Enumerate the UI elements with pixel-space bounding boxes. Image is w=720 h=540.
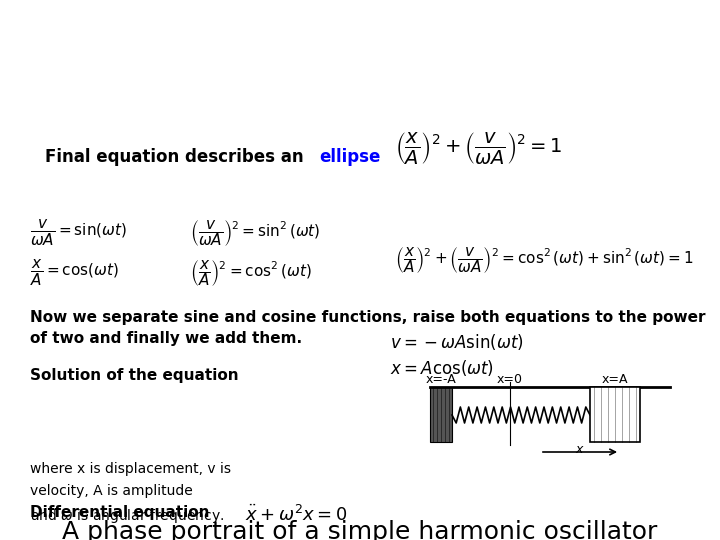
- Text: $x$: $x$: [575, 443, 585, 456]
- Bar: [430, 387, 452, 442]
- Bar: [590, 387, 640, 442]
- Text: $\left(\dfrac{x}{A}\right)^2 + \left(\dfrac{v}{\omega A}\right)^2 = 1$: $\left(\dfrac{x}{A}\right)^2 + \left(\df…: [395, 130, 562, 166]
- Text: x=-A: x=-A: [426, 373, 456, 386]
- Text: A phase portrait of a simple harmonic oscillator: A phase portrait of a simple harmonic os…: [63, 520, 657, 540]
- Text: x=0: x=0: [497, 373, 523, 386]
- Text: Now we separate sine and cosine functions, raise both equations to the power
of : Now we separate sine and cosine function…: [30, 310, 706, 346]
- Text: $\ddot{x}+\omega^2 x=0$: $\ddot{x}+\omega^2 x=0$: [245, 505, 348, 525]
- Text: where x is displacement, v is
velocity, A is amplitude
and $\omega$ is angular f: where x is displacement, v is velocity, …: [30, 462, 231, 525]
- Text: $\dfrac{x}{A} = \cos(\omega t)$: $\dfrac{x}{A} = \cos(\omega t)$: [30, 258, 119, 288]
- Text: $\left(\dfrac{x}{A}\right)^2 + \left(\dfrac{v}{\omega A}\right)^2 = \cos^2(\omeg: $\left(\dfrac{x}{A}\right)^2 + \left(\df…: [395, 245, 693, 275]
- Text: Solution of the equation: Solution of the equation: [30, 368, 238, 383]
- Text: Differential equation: Differential equation: [30, 505, 210, 520]
- Text: Final equation describes an: Final equation describes an: [45, 148, 310, 166]
- Text: $\left(\dfrac{v}{\omega A}\right)^2 = \sin^2(\omega t)$: $\left(\dfrac{v}{\omega A}\right)^2 = \s…: [190, 218, 320, 248]
- Text: $\dfrac{v}{\omega A} = \sin(\omega t)$: $\dfrac{v}{\omega A} = \sin(\omega t)$: [30, 218, 127, 248]
- Text: $v = -\omega A\sin(\omega t)$: $v = -\omega A\sin(\omega t)$: [390, 332, 523, 352]
- Text: x=A: x=A: [602, 373, 629, 386]
- Text: ellipse: ellipse: [319, 148, 380, 166]
- Text: $\left(\dfrac{x}{A}\right)^2 = \cos^2(\omega t)$: $\left(\dfrac{x}{A}\right)^2 = \cos^2(\o…: [190, 258, 312, 288]
- Text: $x = A\cos(\omega t)$: $x = A\cos(\omega t)$: [390, 358, 494, 378]
